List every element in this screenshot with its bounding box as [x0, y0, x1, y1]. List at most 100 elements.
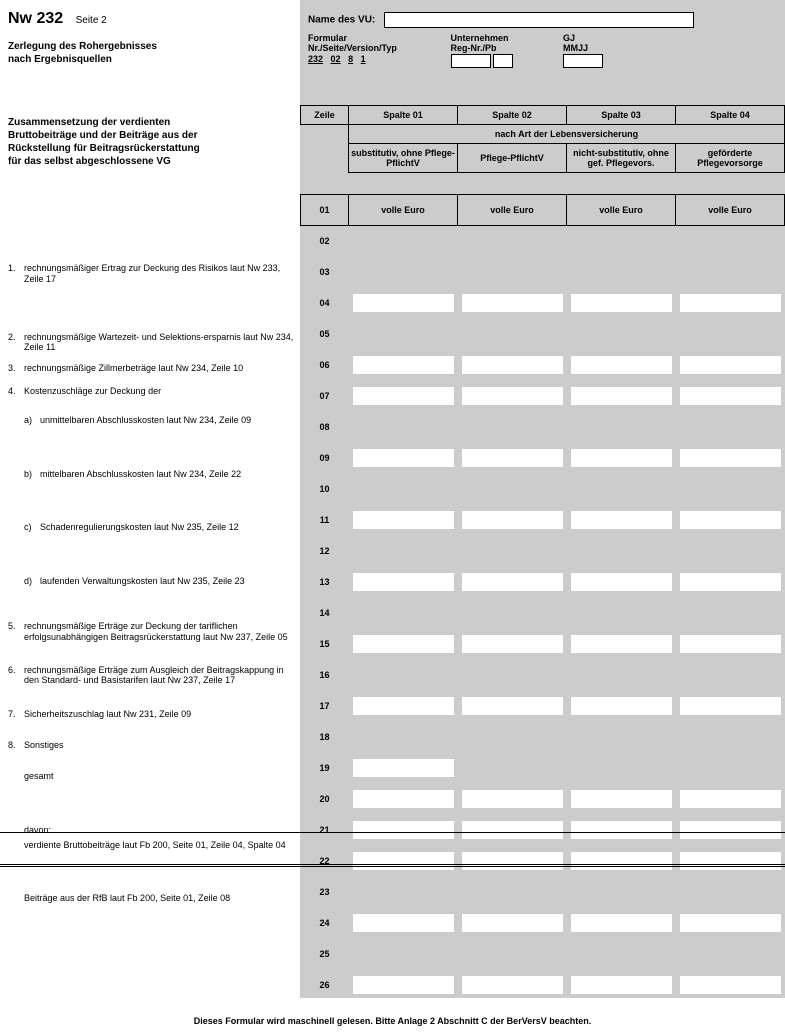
item-1: rechnungsmäßiger Ertrag zur Deckung des …	[24, 263, 296, 285]
cell-17-3[interactable]	[571, 697, 672, 715]
cell-06-3[interactable]	[571, 356, 672, 374]
item-d2: Beiträge aus der RfB laut Fb 200, Seite …	[24, 893, 296, 904]
cell-11-2[interactable]	[462, 511, 563, 529]
item-d1: verdiente Bruttobeiträge laut Fb 200, Se…	[24, 840, 296, 851]
item-5: rechnungsmäßige Erträge zur Deckung der …	[24, 621, 296, 643]
cell-04-4[interactable]	[680, 294, 781, 312]
cell-04-2[interactable]	[462, 294, 563, 312]
cell-09-4[interactable]	[680, 449, 781, 467]
cell-15-4[interactable]	[680, 635, 781, 653]
cell-17-4[interactable]	[680, 697, 781, 715]
item-8: Sonstiges	[24, 740, 296, 751]
cell-13-3[interactable]	[571, 573, 672, 591]
cell-04-1[interactable]	[353, 294, 454, 312]
cell-26-2[interactable]	[462, 976, 563, 994]
item-2: rechnungsmäßige Wartezeit- und Selektion…	[24, 332, 296, 354]
cell-06-4[interactable]	[680, 356, 781, 374]
item-gesamt: gesamt	[24, 771, 296, 782]
head-s4: Spalte 04	[676, 106, 785, 125]
page-number: Seite 2	[68, 15, 107, 26]
cell-04-3[interactable]	[571, 294, 672, 312]
cell-26-4[interactable]	[680, 976, 781, 994]
column-header-table: Zeile Spalte 01 Spalte 02 Spalte 03 Spal…	[300, 105, 785, 173]
form-code: Nw 232	[8, 10, 63, 27]
cell-13-2[interactable]	[462, 573, 563, 591]
cell-09-3[interactable]	[571, 449, 672, 467]
cell-22-1[interactable]	[353, 852, 454, 870]
cell-13-4[interactable]	[680, 573, 781, 591]
head-s2: Spalte 02	[458, 106, 567, 125]
item-4d: laufenden Verwaltungskosten laut Nw 235,…	[40, 576, 296, 587]
cell-20-4[interactable]	[680, 790, 781, 808]
cell-24-2[interactable]	[462, 914, 563, 932]
left-column: Nw 232 Seite 2 Zerlegung des Rohergebnis…	[8, 10, 296, 904]
cell-15-1[interactable]	[353, 635, 454, 653]
head-c4: geförderte Pflegevorsorge	[676, 144, 785, 173]
head-s1: Spalte 01	[349, 106, 458, 125]
cell-09-2[interactable]	[462, 449, 563, 467]
row-01-num: 01	[301, 195, 349, 226]
divider-double	[0, 864, 785, 867]
vu-name-input[interactable]	[384, 12, 694, 28]
subtitle: Zerlegung des Rohergebnisses nach Ergebn…	[8, 40, 296, 66]
cell-11-1[interactable]	[353, 511, 454, 529]
cell-11-3[interactable]	[571, 511, 672, 529]
item-7: Sicherheitszuschlag laut Nw 231, Zeile 0…	[24, 709, 296, 720]
head-c2: Pflege-PflichtV	[458, 144, 567, 173]
cell-20-2[interactable]	[462, 790, 563, 808]
divider-1	[0, 832, 785, 833]
cell-20-1[interactable]	[353, 790, 454, 808]
cell-06-2[interactable]	[462, 356, 563, 374]
cell-21-1[interactable]	[353, 821, 454, 839]
cell-22-2[interactable]	[462, 852, 563, 870]
cell-22-3[interactable]	[571, 852, 672, 870]
vu-name-row: Name des VU:	[308, 12, 694, 28]
cell-06-1[interactable]	[353, 356, 454, 374]
cell-22-4[interactable]	[680, 852, 781, 870]
head-c3: nicht-substitutiv, ohne gef. Pflegevors.	[567, 144, 676, 173]
footer-note: Dieses Formular wird maschinell gelesen.…	[0, 1016, 785, 1026]
data-table: 01 volle Euro volle Euro volle Euro voll…	[300, 194, 785, 1001]
meta-version: 8	[348, 54, 353, 64]
cell-21-4[interactable]	[680, 821, 781, 839]
head-s3: Spalte 03	[567, 106, 676, 125]
cell-21-2[interactable]	[462, 821, 563, 839]
cell-21-3[interactable]	[571, 821, 672, 839]
cell-15-3[interactable]	[571, 635, 672, 653]
item-4b: mittelbaren Abschlusskosten laut Nw 234,…	[40, 469, 296, 480]
item-4a: unmittelbaren Abschlusskosten laut Nw 23…	[40, 415, 296, 426]
item-6: rechnungsmäßige Erträge zum Ausgleich de…	[24, 665, 296, 687]
meta-typ: 1	[361, 54, 366, 64]
meta-nr: 232	[308, 54, 323, 64]
cell-17-1[interactable]	[353, 697, 454, 715]
cell-24-4[interactable]	[680, 914, 781, 932]
cell-07-3[interactable]	[571, 387, 672, 405]
item-4: Kostenzuschläge zur Deckung der	[24, 386, 296, 397]
cell-15-2[interactable]	[462, 635, 563, 653]
head-zeile: Zeile	[301, 106, 349, 125]
vu-label: Name des VU:	[308, 15, 375, 26]
cell-07-1[interactable]	[353, 387, 454, 405]
section-title: Zusammensetzung der verdienten Bruttobei…	[8, 116, 296, 168]
meta-seite: 02	[331, 54, 341, 64]
cell-07-2[interactable]	[462, 387, 563, 405]
item-3: rechnungsmäßige Zillmerbeträge laut Nw 2…	[24, 363, 296, 374]
item-4c: Schadenregulierungskosten laut Nw 235, Z…	[40, 522, 296, 533]
cell-17-2[interactable]	[462, 697, 563, 715]
cell-09-1[interactable]	[353, 449, 454, 467]
cell-26-1[interactable]	[353, 976, 454, 994]
cell-24-3[interactable]	[571, 914, 672, 932]
mmjj-input[interactable]	[563, 54, 603, 68]
cell-20-3[interactable]	[571, 790, 672, 808]
item-davon: davon:	[24, 825, 296, 836]
cell-19-1[interactable]	[353, 759, 454, 777]
head-group: nach Art der Lebensversicherung	[349, 125, 785, 144]
regnr-input[interactable]	[451, 54, 491, 68]
pb-input[interactable]	[493, 54, 513, 68]
head-c1: substitutiv, ohne Pflege-PflichtV	[349, 144, 458, 173]
cell-07-4[interactable]	[680, 387, 781, 405]
cell-24-1[interactable]	[353, 914, 454, 932]
cell-11-4[interactable]	[680, 511, 781, 529]
cell-13-1[interactable]	[353, 573, 454, 591]
cell-26-3[interactable]	[571, 976, 672, 994]
